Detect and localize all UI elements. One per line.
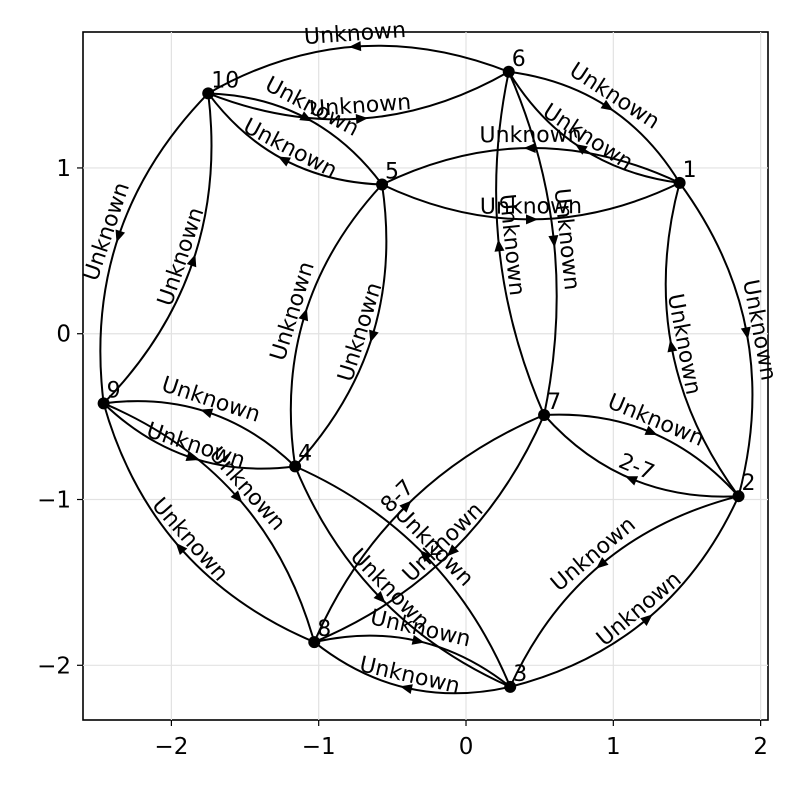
node-dot [376, 178, 389, 191]
node-5: 5 [376, 160, 399, 191]
node-dot [289, 460, 302, 473]
arrow-head-icon [596, 557, 609, 569]
arrow-head-icon [548, 235, 559, 248]
arrow-head-icon [355, 113, 369, 124]
x-tick-label: 2 [753, 734, 768, 760]
arrow-head-icon [640, 614, 653, 626]
arrow-head-icon [600, 99, 614, 111]
node-label: 9 [107, 378, 121, 403]
y-tick-label: 1 [56, 156, 71, 182]
y-tick-label: 0 [56, 322, 71, 348]
arrow-head-icon [373, 591, 386, 604]
arrow-head-icon [625, 476, 639, 486]
node-label: 7 [547, 390, 561, 415]
y-tick-label: −1 [37, 488, 71, 514]
arrow-head-icon [411, 634, 425, 645]
arrow-head-icon [200, 408, 214, 419]
arrow-head-icon [399, 500, 412, 513]
node-3: 3 [504, 662, 527, 693]
arrow-head-icon [369, 329, 379, 343]
node-label: 10 [211, 68, 239, 93]
arrow-head-icon [175, 542, 188, 556]
node-dot [308, 636, 321, 649]
arrow-head-icon [574, 144, 588, 155]
node-6: 6 [502, 47, 526, 78]
node-label: 4 [298, 441, 312, 466]
node-label: 3 [513, 662, 527, 687]
axis-ticks: −2 −1 0 1 2 −2 −1 0 1 [37, 156, 768, 760]
y-tick-label: −2 [37, 653, 71, 679]
arrow-head-icon [740, 326, 751, 340]
arrow-head-icon [230, 490, 243, 503]
x-tick-label: 1 [606, 734, 621, 760]
node-label: 8 [317, 617, 331, 642]
node-1: 1 [673, 158, 697, 189]
arrow-head-icon [186, 254, 197, 268]
arrow-head-icon [494, 239, 505, 252]
x-tick-label: −2 [154, 734, 188, 760]
node-7: 7 [538, 390, 561, 421]
node-10: 10 [202, 68, 239, 100]
node-4: 4 [289, 441, 312, 473]
node-dot [202, 87, 215, 100]
arrow-head-icon [185, 451, 199, 462]
grid-lines [83, 32, 768, 720]
node-dot [732, 490, 745, 503]
node-9: 9 [97, 378, 121, 410]
node-label: 1 [683, 158, 697, 183]
node-label: 5 [385, 160, 399, 185]
node-8: 8 [308, 617, 331, 649]
node-label: 2 [742, 471, 756, 496]
node-dot [502, 65, 515, 78]
arrow-head-icon [419, 550, 432, 563]
arrow-head-icon [400, 684, 413, 694]
arrow-head-icon [525, 214, 539, 225]
node-dot [97, 397, 110, 410]
arrow-head-icon [348, 41, 362, 52]
arrow-head-icon [446, 544, 459, 557]
arrow-head-icon [298, 308, 309, 322]
node-label: 6 [512, 47, 526, 72]
arrow-head-icon [523, 142, 536, 153]
graph-nodes: 1 2 3 4 5 6 7 8 9 10 [97, 47, 756, 693]
arrow-head-icon [667, 339, 678, 353]
x-tick-label: 0 [459, 734, 474, 760]
arrow-head-icon [644, 425, 658, 435]
arrow-head-icon [277, 156, 291, 167]
node-dot [673, 176, 686, 189]
node-dot [504, 680, 517, 693]
arrow-head-icon [115, 229, 126, 243]
node-dot [538, 408, 551, 421]
node-2: 2 [732, 471, 756, 503]
x-tick-label: −1 [302, 734, 336, 760]
